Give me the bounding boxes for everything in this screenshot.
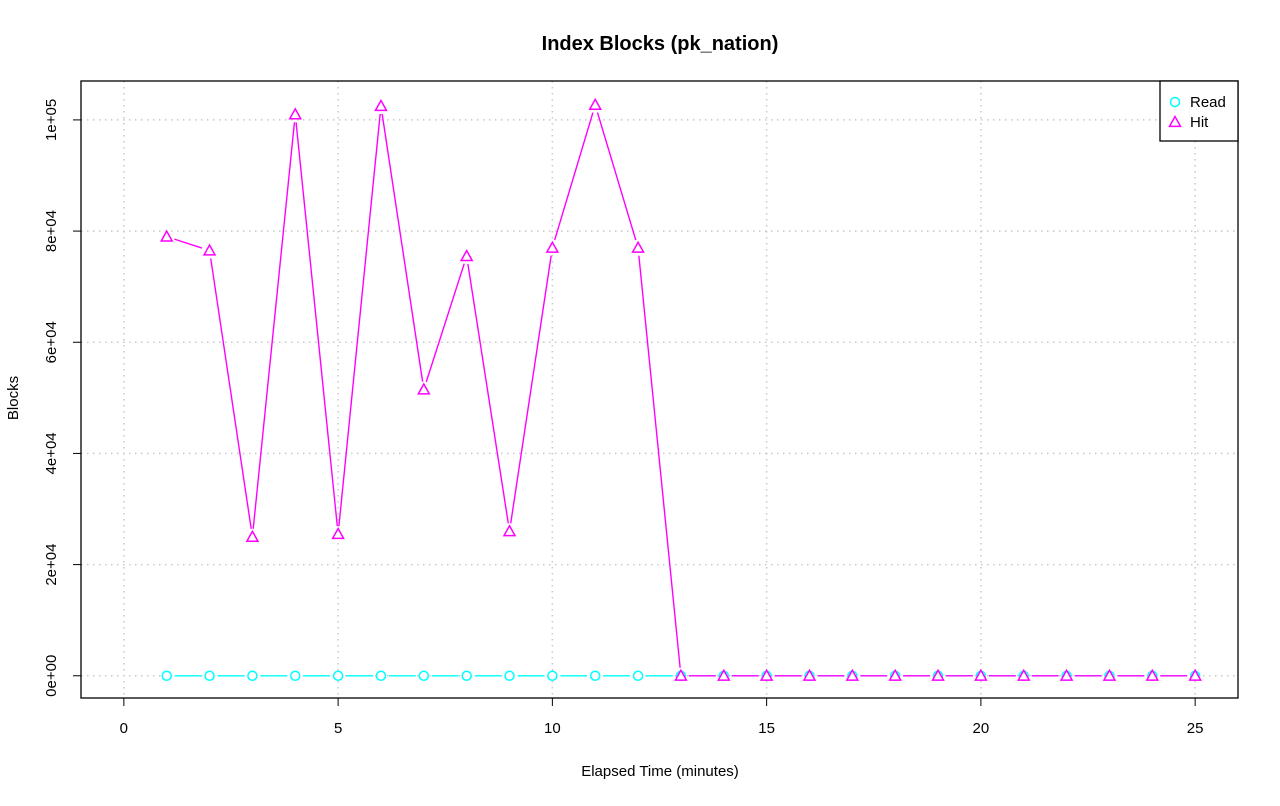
legend-marker-read (1169, 96, 1181, 108)
series-segment-hit (510, 255, 552, 524)
x-tick-label: 0 (120, 720, 128, 737)
point-hit (674, 668, 688, 681)
x-tick-label: 15 (758, 720, 775, 737)
point-hit (374, 98, 388, 112)
point-read (375, 670, 387, 682)
x-tick-label: 5 (334, 720, 342, 737)
series-segment-hit (174, 238, 203, 249)
point-hit (202, 243, 217, 256)
series-segment-hit (295, 122, 338, 527)
point-hit (1188, 668, 1202, 681)
point-hit (245, 529, 260, 542)
point-hit (331, 526, 345, 540)
series-layer (159, 97, 1202, 682)
series-segment-hit (425, 263, 465, 383)
point-read (247, 670, 258, 682)
point-hit (802, 668, 817, 681)
point-read (589, 670, 601, 682)
point-hit (631, 240, 645, 253)
point-hit (931, 668, 945, 681)
point-hit (1016, 668, 1031, 681)
legend-label-read: Read (1190, 94, 1226, 111)
point-hit (502, 524, 517, 537)
point-read (290, 670, 301, 682)
y-tick-label: 2e+04 (43, 544, 60, 586)
series-segment-hit (252, 122, 296, 529)
legend-label-hit: Hit (1190, 114, 1209, 131)
y-axis-label: Blocks (5, 376, 22, 420)
y-tick-label: 0e+00 (43, 655, 60, 697)
point-hit (1102, 668, 1117, 681)
legend: Read Hit (1159, 80, 1239, 142)
x-tick-label: 20 (973, 720, 990, 737)
point-hit (159, 229, 174, 242)
y-tick-label: 4e+04 (43, 432, 60, 474)
y-tick-label: 8e+04 (43, 210, 60, 252)
series-segment-hit (338, 113, 381, 527)
point-read (504, 670, 515, 682)
plot-border (80, 80, 1239, 699)
point-hit (845, 668, 860, 681)
series-segment-hit (596, 112, 637, 241)
point-read (461, 670, 472, 682)
point-read (418, 670, 430, 682)
point-read (632, 670, 644, 682)
point-read (547, 670, 558, 682)
point-hit (545, 240, 560, 253)
axes: 0 5 10 15 20 25 0e+00 2e+04 4e+04 6e+04 8e+04 1e+05 (43, 80, 1239, 737)
series-hit (159, 97, 1202, 681)
point-hit (717, 668, 731, 681)
legend-marker-hit (1168, 114, 1182, 128)
point-hit (588, 97, 602, 111)
point-hit (1059, 668, 1074, 681)
series-segment-hit (638, 255, 681, 668)
y-tick-label: 1e+05 (43, 99, 60, 141)
series-segment-hit (210, 258, 252, 529)
series-segment-hit (467, 263, 509, 524)
y-tick-label: 6e+04 (43, 321, 60, 363)
x-axis-label: Elapsed Time (minutes) (581, 763, 739, 780)
chart-title: Index Blocks (pk_nation) (542, 33, 779, 55)
x-tick-label: 10 (544, 720, 561, 737)
point-hit (288, 107, 303, 120)
point-hit (459, 249, 474, 262)
series-segment-hit (553, 112, 594, 241)
legend-box (1159, 80, 1239, 142)
point-hit (417, 382, 431, 395)
grid-lines (81, 81, 1238, 698)
point-read (204, 670, 215, 682)
x-tick-label: 25 (1187, 720, 1204, 737)
point-hit (974, 668, 988, 681)
point-read (332, 670, 344, 682)
point-read (161, 670, 172, 682)
series-segment-hit (381, 113, 424, 382)
point-hit (759, 668, 774, 681)
point-hit (888, 668, 902, 681)
point-hit (1145, 668, 1160, 681)
